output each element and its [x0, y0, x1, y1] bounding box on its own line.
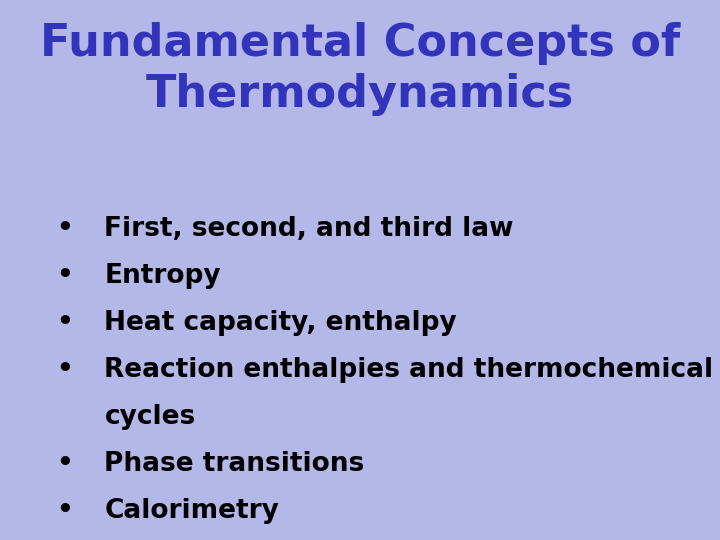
Text: Calorimetry: Calorimetry — [104, 498, 279, 524]
Text: Phase transitions: Phase transitions — [104, 451, 364, 477]
Text: •: • — [56, 263, 73, 289]
Text: Heat capacity, enthalpy: Heat capacity, enthalpy — [104, 310, 457, 336]
Text: Entropy: Entropy — [104, 263, 221, 289]
Text: •: • — [56, 216, 73, 242]
Text: •: • — [56, 357, 73, 383]
Text: First, second, and third law: First, second, and third law — [104, 216, 514, 242]
Text: Fundamental Concepts of
Thermodynamics: Fundamental Concepts of Thermodynamics — [40, 22, 680, 116]
Text: •: • — [56, 451, 73, 477]
Text: •: • — [56, 498, 73, 524]
Text: cycles: cycles — [104, 404, 196, 430]
Text: Reaction enthalpies and thermochemical: Reaction enthalpies and thermochemical — [104, 357, 714, 383]
Text: •: • — [56, 310, 73, 336]
